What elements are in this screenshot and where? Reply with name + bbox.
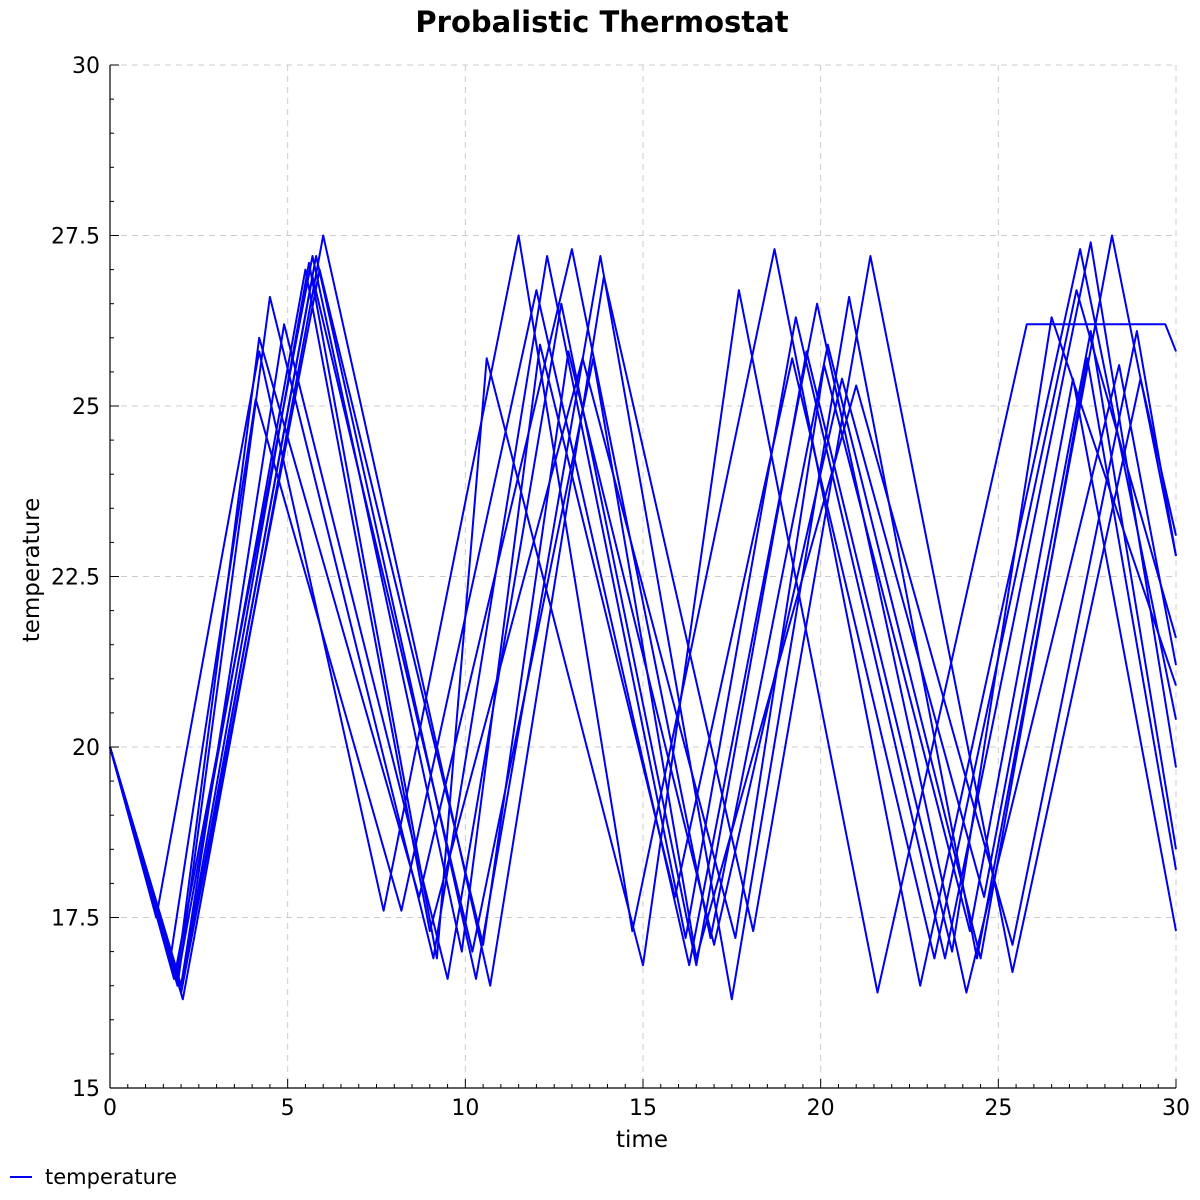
- x-tick-label: 5: [281, 1096, 295, 1121]
- series-line-7: [109, 302, 1177, 987]
- series-group: [109, 234, 1177, 1001]
- legend-label: temperature: [45, 1165, 177, 1189]
- series-line-9: [109, 268, 1177, 994]
- y-axis-label: temperature: [19, 498, 45, 643]
- y-tick-label: 15: [72, 1077, 100, 1102]
- legend: temperature: [10, 1165, 177, 1189]
- chart-title: Probalistic Thermostat: [415, 5, 788, 39]
- series-line-12: [109, 268, 1177, 980]
- series-line-1: [109, 234, 1177, 987]
- series-line-11: [109, 275, 1177, 994]
- series-line-5: [109, 289, 1177, 994]
- series-line-10: [109, 261, 1177, 994]
- y-tick-label: 20: [72, 736, 100, 761]
- y-tick-label: 25: [72, 395, 100, 420]
- x-tick-label: 10: [451, 1096, 479, 1121]
- x-tick-label: 30: [1162, 1096, 1190, 1121]
- x-tick-label: 0: [103, 1096, 117, 1121]
- y-tick-label: 27.5: [51, 225, 100, 250]
- ticks: 0 5 10 15 20 25 30 15 17.5 20 22.5 25 27.5 30: [51, 54, 1190, 1121]
- series-line-6: [109, 248, 1177, 974]
- x-axis-label: time: [616, 1127, 668, 1153]
- grid: [110, 64, 1177, 1088]
- y-tick-label: 17.5: [51, 907, 100, 932]
- x-tick-label: 20: [807, 1096, 835, 1121]
- series-line-2: [109, 241, 1177, 987]
- x-tick-label: 25: [984, 1096, 1012, 1121]
- x-tick-label: 15: [629, 1096, 657, 1121]
- y-tick-label: 22.5: [51, 566, 100, 591]
- y-tick-label: 30: [72, 54, 100, 79]
